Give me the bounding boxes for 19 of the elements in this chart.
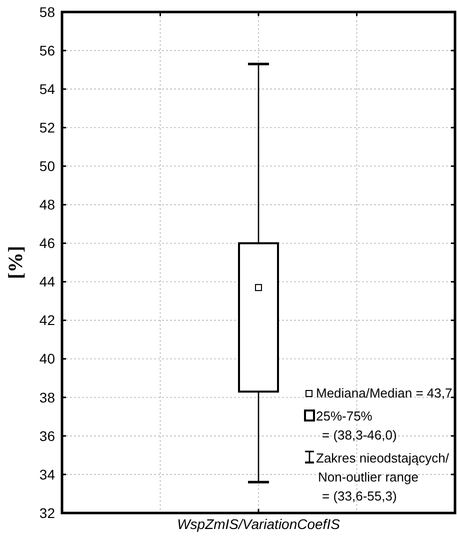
y-tick-label: 40 [39, 350, 56, 367]
y-tick-label: 56 [39, 42, 56, 58]
annotation: Mediana/Median = 43,7 [316, 386, 452, 400]
y-tick-label: 54 [39, 80, 56, 97]
y-axis-title: [%] [5, 246, 27, 280]
y-tick-label: 46 [39, 235, 56, 252]
y-tick-label: 32 [39, 504, 56, 521]
y-tick-label: 36 [39, 428, 56, 444]
y-tick-label: 44 [39, 274, 56, 290]
y-tick-label: 52 [39, 120, 56, 136]
y-tick-label: 50 [39, 158, 56, 174]
y-tick-label: 42 [39, 312, 56, 328]
annotation: Zakres nieodstających/ Non-outlier range = (33,6-55,3) [316, 450, 450, 504]
y-tick-label: 38 [39, 389, 56, 406]
y-tick-label: 48 [39, 196, 56, 213]
annotation: 25%-75% = (38,3-46,0) [316, 408, 397, 442]
y-tick-label: 34 [39, 466, 56, 482]
x-tick-label: WspZmIS/VariationCoefIS [177, 516, 341, 532]
y-tick-label: 58 [39, 4, 56, 20]
